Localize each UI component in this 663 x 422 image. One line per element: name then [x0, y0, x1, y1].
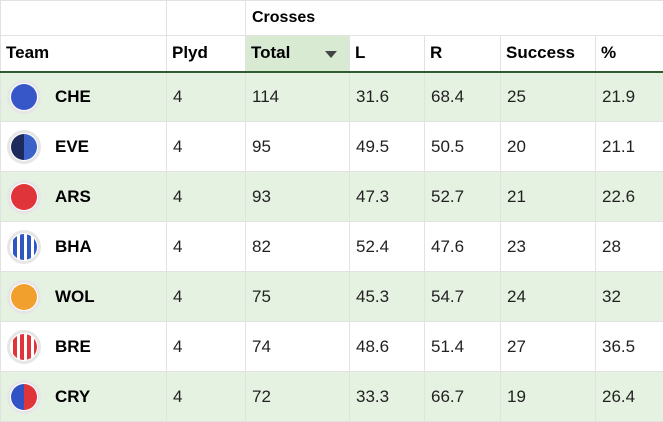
total-cell: 114	[246, 72, 350, 122]
column-header-r[interactable]: R	[425, 36, 501, 72]
success-cell: 27	[501, 322, 596, 372]
column-header-total-label: Total	[251, 43, 290, 62]
pct-cell: 22.6	[596, 172, 663, 222]
table-row: BHA 4 82 52.4 47.6 23 28	[1, 222, 663, 272]
pct-cell: 26.4	[596, 372, 663, 422]
wol-badge-icon	[7, 280, 41, 314]
team-name: BRE	[55, 337, 91, 357]
right-cell: 68.4	[425, 72, 501, 122]
team-name: CHE	[55, 87, 91, 107]
group-header-spacer	[1, 1, 167, 36]
bre-badge-icon	[7, 330, 41, 364]
pct-cell: 32	[596, 272, 663, 322]
right-cell: 50.5	[425, 122, 501, 172]
success-cell: 25	[501, 72, 596, 122]
success-cell: 19	[501, 372, 596, 422]
left-cell: 31.6	[350, 72, 425, 122]
column-header-plyd[interactable]: Plyd	[167, 36, 246, 72]
table-row: EVE 4 95 49.5 50.5 20 21.1	[1, 122, 663, 172]
eve-badge-icon	[7, 130, 41, 164]
team-cell: WOL	[1, 272, 167, 322]
crosses-group-header: Crosses	[246, 1, 663, 36]
right-cell: 66.7	[425, 372, 501, 422]
pct-cell: 36.5	[596, 322, 663, 372]
group-header-row: Crosses	[1, 1, 663, 36]
left-cell: 49.5	[350, 122, 425, 172]
plyd-cell: 4	[167, 372, 246, 422]
right-cell: 51.4	[425, 322, 501, 372]
total-cell: 72	[246, 372, 350, 422]
pct-cell: 21.1	[596, 122, 663, 172]
column-header-success[interactable]: Success	[501, 36, 596, 72]
column-header-team[interactable]: Team	[1, 36, 167, 72]
left-cell: 48.6	[350, 322, 425, 372]
bha-badge-icon	[7, 230, 41, 264]
success-cell: 24	[501, 272, 596, 322]
total-cell: 95	[246, 122, 350, 172]
team-name: BHA	[55, 237, 92, 257]
left-cell: 52.4	[350, 222, 425, 272]
left-cell: 33.3	[350, 372, 425, 422]
team-name: CRY	[55, 387, 90, 407]
team-name: WOL	[55, 287, 95, 307]
right-cell: 52.7	[425, 172, 501, 222]
plyd-cell: 4	[167, 222, 246, 272]
table-body: CHE 4 114 31.6 68.4 25 21.9 EVE 4 95 49.…	[1, 72, 663, 422]
team-cell: CRY	[1, 372, 167, 422]
column-header-total[interactable]: Total	[246, 36, 350, 72]
success-cell: 20	[501, 122, 596, 172]
table-row: ARS 4 93 47.3 52.7 21 22.6	[1, 172, 663, 222]
team-name: EVE	[55, 137, 89, 157]
total-cell: 82	[246, 222, 350, 272]
team-cell: EVE	[1, 122, 167, 172]
table-row: BRE 4 74 48.6 51.4 27 36.5	[1, 322, 663, 372]
right-cell: 54.7	[425, 272, 501, 322]
team-name: ARS	[55, 187, 91, 207]
team-cell: CHE	[1, 72, 167, 122]
group-header-spacer	[167, 1, 246, 36]
success-cell: 21	[501, 172, 596, 222]
table-row: CRY 4 72 33.3 66.7 19 26.4	[1, 372, 663, 422]
column-header-l[interactable]: L	[350, 36, 425, 72]
plyd-cell: 4	[167, 172, 246, 222]
column-header-pct[interactable]: %	[596, 36, 663, 72]
success-cell: 23	[501, 222, 596, 272]
sort-descending-icon[interactable]	[325, 51, 337, 58]
right-cell: 47.6	[425, 222, 501, 272]
plyd-cell: 4	[167, 122, 246, 172]
che-badge-icon	[7, 80, 41, 114]
left-cell: 47.3	[350, 172, 425, 222]
total-cell: 93	[246, 172, 350, 222]
column-header-row: Team Plyd Total L R Success %	[1, 36, 663, 72]
left-cell: 45.3	[350, 272, 425, 322]
plyd-cell: 4	[167, 322, 246, 372]
plyd-cell: 4	[167, 272, 246, 322]
plyd-cell: 4	[167, 72, 246, 122]
total-cell: 74	[246, 322, 350, 372]
team-cell: BRE	[1, 322, 167, 372]
pct-cell: 28	[596, 222, 663, 272]
table-row: CHE 4 114 31.6 68.4 25 21.9	[1, 72, 663, 122]
team-cell: BHA	[1, 222, 167, 272]
team-cell: ARS	[1, 172, 167, 222]
pct-cell: 21.9	[596, 72, 663, 122]
ars-badge-icon	[7, 180, 41, 214]
table-row: WOL 4 75 45.3 54.7 24 32	[1, 272, 663, 322]
cry-badge-icon	[7, 380, 41, 414]
total-cell: 75	[246, 272, 350, 322]
